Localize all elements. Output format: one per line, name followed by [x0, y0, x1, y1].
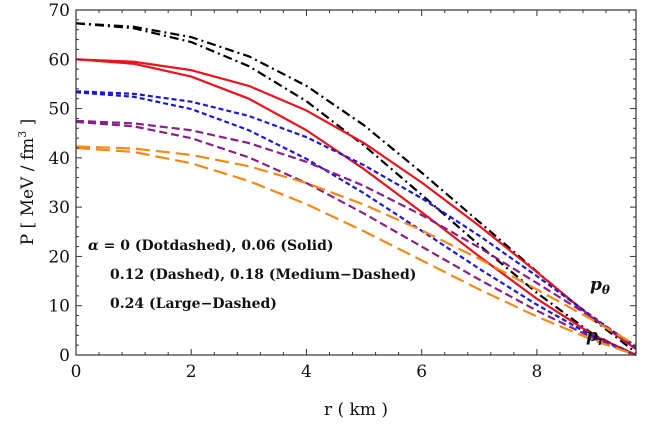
y-tick-label: 10: [48, 297, 70, 317]
p-r-label: pr: [586, 326, 606, 348]
legend-annotation-line-1-text: = 0 (Dotdashed), 0.06 (Solid): [99, 238, 334, 254]
x-axis-label: r ( km ): [324, 400, 388, 420]
alpha-symbol: α: [88, 238, 99, 254]
y-tick-label: 20: [48, 247, 70, 267]
series-line-medium-dashed-p-r: [75, 120, 637, 357]
series-line-solid-p-r: [75, 58, 637, 356]
legend-annotation-line-1: α = 0 (Dotdashed), 0.06 (Solid): [88, 238, 334, 254]
series-line-large-dashed-p-theta: [75, 145, 637, 347]
y-tick-label: 60: [48, 50, 70, 70]
series-layer: [75, 22, 637, 357]
y-axis-label: P [ MeV / fm3 ]: [16, 119, 38, 246]
series-line-dotdashed-p-theta: [75, 22, 637, 354]
x-tick-label: 8: [531, 362, 542, 382]
x-tick-label: 2: [186, 362, 197, 382]
plot-frame: [75, 9, 637, 356]
y-axis-label-close: ]: [18, 119, 38, 131]
y-axis-label-superscript: 3: [16, 131, 29, 138]
y-tick-label: 40: [48, 149, 70, 169]
legend-annotation-line-3: 0.24 (Large−Dashed): [110, 296, 277, 312]
p-theta-label: pθ: [590, 275, 610, 297]
tick-layer: 0 2 4 6 8 0 10 20 30 40 50 60 70: [48, 1, 636, 382]
series-line-medium-dashed-p-theta: [75, 119, 637, 348]
y-tick-label: 50: [48, 100, 70, 120]
x-tick-label: 4: [301, 362, 312, 382]
series-line-large-dashed-p-r: [75, 146, 637, 357]
y-tick-label: 30: [48, 198, 70, 218]
series-line-dashed-p-theta: [75, 90, 637, 349]
x-tick-label: 6: [416, 362, 427, 382]
series-line-dashed-p-r: [75, 91, 637, 357]
series-line-dotdashed-p-r: [75, 22, 637, 356]
y-tick-label: 0: [59, 346, 70, 366]
series-line-solid-p-theta: [75, 58, 637, 350]
y-tick-label: 70: [48, 1, 70, 21]
legend-annotation-line-2: 0.12 (Dashed), 0.18 (Medium−Dashed): [110, 267, 416, 283]
x-tick-label: 0: [71, 362, 82, 382]
y-axis-label-main: P [ MeV / fm: [18, 138, 38, 246]
